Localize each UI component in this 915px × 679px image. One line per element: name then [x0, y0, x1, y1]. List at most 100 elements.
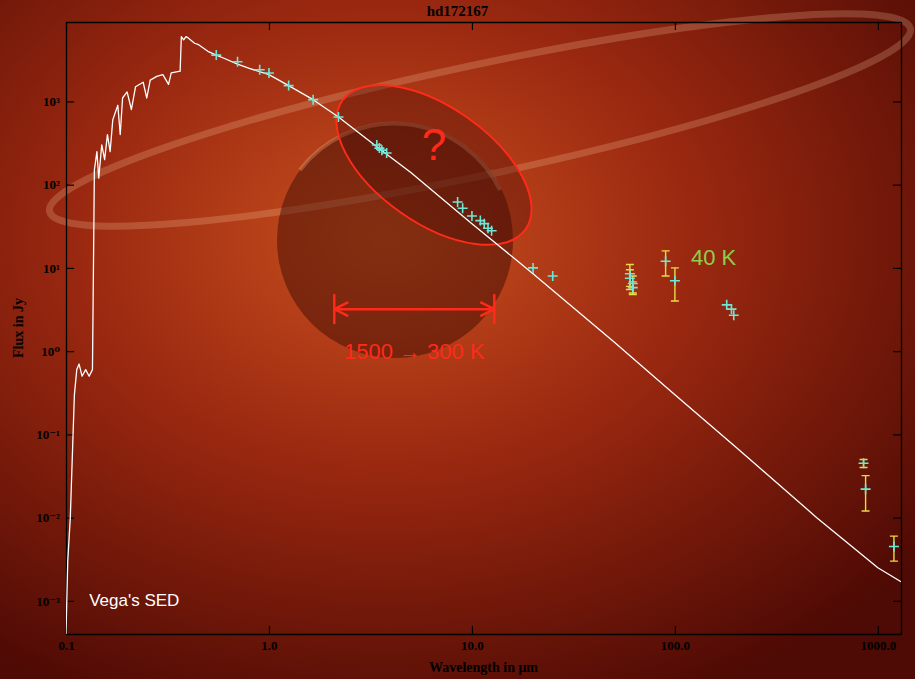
photometry-point	[333, 112, 343, 122]
photometry-point	[308, 95, 318, 105]
tick-mark	[66, 351, 74, 352]
photometry-point	[264, 68, 274, 78]
tick: 10⁰	[41, 344, 74, 359]
photometry-point	[670, 276, 680, 286]
tick-mark	[893, 601, 901, 602]
tick-mark	[269, 626, 270, 634]
tick-label: 10⁻¹	[36, 427, 60, 442]
annotation: Vega's SED	[89, 591, 179, 610]
photometry-point	[467, 211, 477, 221]
photometry-point	[889, 542, 899, 552]
tick	[675, 22, 676, 30]
tick-label: 10¹	[43, 261, 60, 276]
tick-label: 10⁰	[41, 344, 60, 359]
error-bar	[671, 268, 679, 301]
photometry-point	[861, 484, 871, 494]
chart-title: hd172167	[427, 3, 489, 19]
tick-label: 10⁻²	[36, 510, 60, 525]
tick-mark	[893, 434, 901, 435]
tick: 10.0	[461, 626, 484, 653]
tick-mark	[269, 22, 270, 30]
photometry-point	[374, 143, 384, 153]
tick	[893, 351, 901, 352]
chart-container: 0.1 1.0 10.0 100.0 1000.0 10⁻³ 10⁻² 10⁻¹ 10⁰ 10¹ 1…	[0, 0, 915, 679]
tick: 10²	[43, 177, 74, 192]
y-axis-line	[66, 23, 67, 635]
tick: 1.0	[261, 626, 277, 653]
tick-mark	[878, 22, 879, 30]
tick	[893, 268, 901, 269]
tick: 100.0	[661, 626, 690, 653]
photometry-point	[211, 50, 221, 60]
x-axis-line	[67, 634, 902, 635]
tick-mark	[893, 101, 901, 102]
photometry-point	[859, 458, 869, 468]
error-bar	[890, 536, 898, 561]
tick: 10⁻³	[36, 594, 74, 609]
tick	[893, 185, 901, 186]
tick-label: 10.0	[461, 638, 484, 653]
tick	[893, 101, 901, 102]
x-axis-top-line	[67, 22, 902, 23]
photometry-point	[458, 203, 468, 213]
tick-label: 1.0	[261, 638, 277, 653]
tick-mark	[472, 626, 473, 634]
y-axis-right-line	[901, 23, 902, 635]
tick: 10³	[43, 94, 74, 109]
tick-mark	[66, 268, 74, 269]
x-axis: 0.1 1.0 10.0 100.0 1000.0	[58, 626, 901, 653]
tick-mark	[675, 626, 676, 634]
photometry-point	[382, 148, 392, 158]
tick-mark	[675, 22, 676, 30]
x-axis-top	[67, 22, 902, 30]
tick-label: 10²	[43, 177, 60, 192]
tick-mark	[893, 268, 901, 269]
tick: 10⁻²	[36, 510, 74, 525]
annotation: 40 K	[691, 245, 737, 270]
tick	[472, 22, 473, 30]
tick-mark	[893, 518, 901, 519]
photometry-point	[729, 310, 739, 320]
tick	[893, 434, 901, 435]
tick-label: 0.1	[58, 638, 74, 653]
tick	[893, 601, 901, 602]
highlight-ellipse	[309, 53, 559, 277]
photometry-point	[487, 226, 497, 236]
photometry-point	[528, 263, 538, 273]
background	[0, 0, 915, 679]
x-axis-title: Wavelength in μm	[429, 660, 538, 675]
tick-mark	[893, 185, 901, 186]
sed-model-line	[66, 37, 901, 634]
photometry-point	[726, 304, 736, 314]
tick: 10⁻¹	[36, 427, 74, 442]
tick	[269, 22, 270, 30]
tick-label: 10³	[43, 94, 60, 109]
tick-label: 1000.0	[860, 638, 896, 653]
tick-mark	[66, 101, 74, 102]
photometry-point	[233, 57, 243, 67]
photometry-point	[255, 65, 265, 75]
annotations: ? 40 K 1500 → 300 K Vega's SED	[89, 120, 736, 610]
photometry-point	[661, 256, 671, 266]
photometry-point	[548, 271, 558, 281]
photometry-point	[453, 197, 463, 207]
plot-area	[66, 37, 901, 634]
chart-svg: 0.1 1.0 10.0 100.0 1000.0 10⁻³ 10⁻² 10⁻¹ 10⁰ 10¹ 1…	[0, 0, 915, 679]
error-bar	[862, 476, 870, 511]
y-axis-title: Flux in Jy	[11, 298, 26, 358]
error-bar	[662, 251, 670, 276]
tick-label: 100.0	[661, 638, 690, 653]
annotation-shapes	[309, 53, 559, 324]
tick-mark	[878, 626, 879, 634]
annotation: ?	[422, 120, 446, 169]
photometry-point	[628, 283, 638, 293]
tick-mark	[66, 185, 74, 186]
tick: 1000.0	[860, 626, 896, 653]
photometry-point	[284, 81, 294, 91]
range-arrow-head	[334, 302, 494, 316]
tick-mark	[893, 351, 901, 352]
tick-label: 10⁻³	[36, 594, 60, 609]
tick	[893, 518, 901, 519]
tick-mark	[472, 22, 473, 30]
annotation: 1500 → 300 K	[344, 339, 485, 364]
